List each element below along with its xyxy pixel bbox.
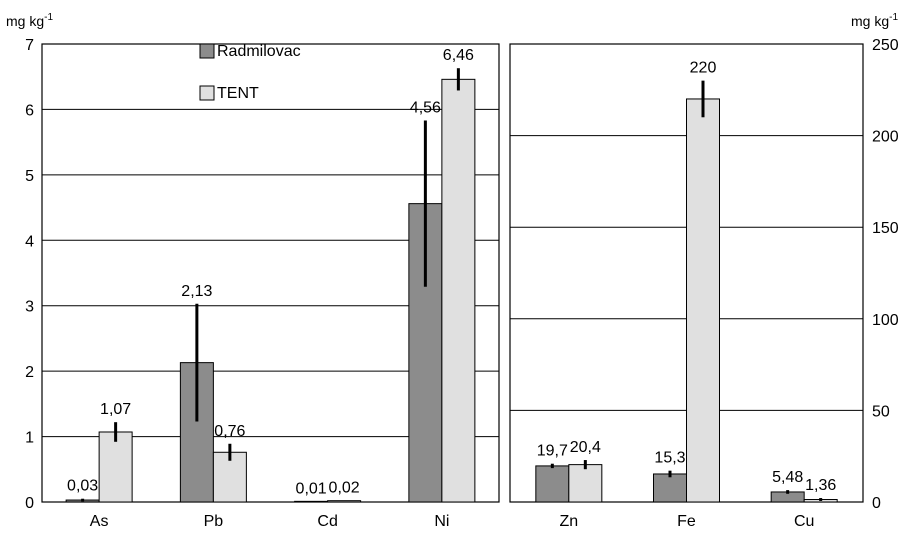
legend: Radmilovac TENT: [199, 43, 301, 102]
chart-panels: 0 1 2 3 4 5 6 7 As 0,03 1,07 Pb 2,13 0,76 Cd 0,01 0,02 Ni…: [25, 37, 899, 530]
y-tick-label: 4: [25, 233, 34, 250]
legend-swatch-radmilovac: [199, 43, 215, 59]
data-label: 220: [690, 60, 717, 77]
plot-frame: [41, 43, 500, 503]
data-label: 15,3: [654, 450, 685, 467]
legend-label-tent: TENT: [217, 85, 259, 102]
y-tick-label: 6: [25, 102, 34, 119]
x-category-label: Fe: [677, 513, 696, 530]
bar: [327, 500, 362, 503]
x-category-label: As: [90, 513, 109, 530]
data-label: 1,07: [100, 401, 131, 418]
y-tick-label: 1: [25, 430, 34, 447]
data-label: 0,76: [214, 423, 245, 440]
y-tick-label: 200: [872, 129, 899, 146]
data-label: 19,7: [537, 443, 568, 460]
bar: [568, 464, 603, 503]
y-tick-label: 50: [872, 403, 890, 420]
x-category-label: Cd: [317, 513, 337, 530]
y-tick-label: 7: [25, 37, 34, 54]
bar: [98, 431, 133, 503]
right-y-unit-label: mg kg-1: [851, 12, 898, 29]
bar: [294, 500, 329, 503]
y-tick-label: 250: [872, 37, 899, 54]
data-label: 1,36: [805, 477, 836, 494]
y-tick-label: 3: [25, 299, 34, 316]
bar: [653, 473, 687, 503]
bar: [686, 98, 720, 503]
legend-swatch-tent: [199, 85, 215, 101]
bar: [441, 78, 476, 503]
x-category-label: Ni: [434, 513, 449, 530]
data-label: 2,13: [181, 283, 212, 300]
x-category-label: Pb: [204, 513, 224, 530]
bar: [212, 451, 247, 503]
data-label: 6,46: [443, 47, 474, 64]
y-tick-label: 0: [872, 495, 881, 512]
right-unit-exponent: -1: [889, 12, 898, 23]
data-label: 4,56: [410, 100, 441, 117]
x-category-label: Zn: [559, 513, 578, 530]
bar: [535, 465, 570, 503]
left-y-unit-label: mg kg-1: [6, 12, 53, 29]
data-label: 0,03: [67, 478, 98, 495]
data-label: 20,4: [570, 439, 601, 456]
left-unit-text: mg kg: [6, 13, 44, 29]
y-tick-label: 150: [872, 220, 899, 237]
legend-label-radmilovac: Radmilovac: [217, 43, 301, 60]
y-tick-label: 100: [872, 312, 899, 329]
data-label: 0,01: [296, 480, 327, 497]
data-label: 5,48: [772, 469, 803, 486]
data-label: 0,02: [329, 480, 360, 497]
right-unit-text: mg kg: [851, 13, 889, 29]
left-unit-exponent: -1: [44, 12, 53, 23]
y-tick-label: 5: [25, 168, 34, 185]
y-tick-label: 2: [25, 364, 34, 381]
y-tick-label: 0: [25, 495, 34, 512]
x-category-label: Cu: [794, 513, 814, 530]
